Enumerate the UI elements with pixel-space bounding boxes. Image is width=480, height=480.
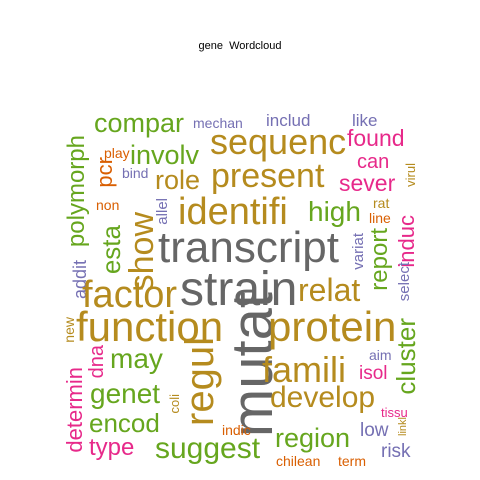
word-rat: rat [373, 195, 390, 211]
word-select: select [396, 262, 413, 302]
word-induc: induc [394, 215, 419, 268]
word-identifi: identifi [178, 191, 288, 233]
word-encod: encod [89, 408, 160, 438]
word-protein: protein [268, 303, 397, 350]
word-present: present [211, 157, 325, 195]
word-suggest: suggest [155, 432, 261, 465]
word-term: term [338, 453, 366, 469]
word-non: non [96, 197, 120, 213]
word-risk: risk [381, 441, 411, 462]
word-type: type [89, 434, 135, 461]
word-play: play [104, 145, 130, 161]
word-may: may [110, 343, 163, 374]
word-role: role [155, 165, 201, 195]
word-variat: variat [350, 233, 367, 270]
word-like: like [352, 111, 378, 130]
word-region: region [275, 423, 351, 453]
word-genet: genet [90, 378, 161, 409]
word-new: new [61, 317, 77, 343]
word-bind: bind [122, 165, 149, 181]
word-strain: strain [180, 263, 298, 316]
word-dna: dna [86, 345, 108, 379]
word-polymorph: polymorph [63, 135, 90, 248]
word-coli: coli [167, 394, 182, 414]
word-sequenc: sequenc [210, 121, 347, 162]
word-famili: famili [262, 349, 347, 390]
word-linkl: linkl [397, 417, 409, 436]
word-factor: factor [82, 274, 178, 316]
word-tissu: tissu [381, 405, 408, 420]
word-low: low [360, 420, 389, 441]
word-isol: isol [359, 363, 388, 384]
word-pcr: pcr [92, 157, 117, 188]
word-determin: determin [62, 367, 87, 453]
word-chilean: chilean [276, 453, 321, 469]
word-function: function [76, 303, 224, 350]
word-high: high [308, 196, 361, 227]
word-compar: compar [94, 108, 185, 138]
wordcloud-title: gene Wordcloud [198, 40, 282, 52]
word-cluster: cluster [391, 318, 421, 395]
word-regul: regul [178, 337, 222, 426]
word-aim: aim [369, 347, 392, 363]
word-indic: indic [222, 422, 251, 438]
word-relat: relat [298, 272, 361, 308]
word-virul: virul [403, 163, 418, 187]
word-includ: includ [266, 111, 311, 130]
word-report: report [366, 228, 393, 291]
word-line: line [369, 210, 391, 226]
word-transcript: transcript [158, 223, 339, 272]
word-develop: develop [270, 381, 376, 414]
word-sever: sever [339, 170, 396, 196]
word-found: found [347, 125, 405, 151]
word-can: can [357, 151, 390, 173]
word-involv: involv [130, 140, 200, 170]
word-mechan: mechan [193, 115, 243, 131]
word-esta: esta [96, 225, 126, 275]
